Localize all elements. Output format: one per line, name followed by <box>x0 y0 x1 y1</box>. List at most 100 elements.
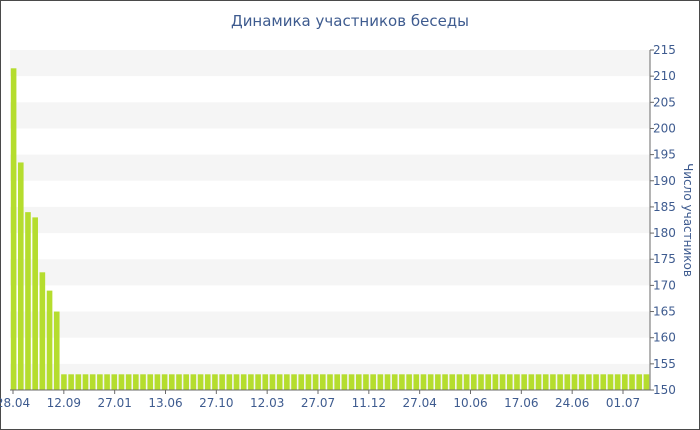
y-tick-label: 190 <box>653 174 676 188</box>
bar <box>118 374 125 390</box>
bar <box>269 374 276 390</box>
bar <box>528 374 535 390</box>
y-tick-label: 185 <box>653 200 676 214</box>
y-tick-label: 210 <box>653 69 676 83</box>
x-tick-label: 28.04 <box>0 396 30 410</box>
x-tick-label: 24.06 <box>555 396 589 410</box>
bar <box>406 374 412 390</box>
bar <box>593 374 599 390</box>
bar <box>363 374 369 390</box>
y-tick-label: 175 <box>653 252 676 266</box>
bar <box>68 374 74 390</box>
bar <box>125 374 132 390</box>
bar <box>622 374 628 390</box>
bar <box>133 374 139 390</box>
bar <box>571 374 578 390</box>
x-tick-label: 27.01 <box>97 396 131 410</box>
bar <box>327 374 333 390</box>
bar <box>168 374 175 390</box>
x-tick-label: 27.04 <box>402 396 436 410</box>
bar <box>629 374 635 390</box>
y-tick-label: 200 <box>653 121 676 135</box>
x-tick-label: 27.07 <box>301 396 335 410</box>
y-tick-label: 160 <box>653 331 676 345</box>
y-tick-label: 150 <box>653 383 676 397</box>
bar <box>219 374 225 390</box>
bar <box>154 374 161 390</box>
bar <box>75 374 82 390</box>
x-tick-label: 17.06 <box>504 396 538 410</box>
grid-band <box>10 154 650 181</box>
grid-bands <box>10 50 650 390</box>
bar <box>420 374 427 390</box>
bar <box>176 374 182 390</box>
bar <box>514 374 520 390</box>
axes <box>10 49 654 394</box>
bar <box>82 374 89 390</box>
bar <box>427 374 434 390</box>
bar <box>521 374 527 390</box>
bar <box>61 374 67 390</box>
bar <box>564 374 571 390</box>
grid-band <box>10 206 650 234</box>
bar <box>614 374 621 390</box>
y-tick-label: 165 <box>653 305 676 319</box>
bar-series <box>10 68 650 391</box>
bar <box>355 374 362 390</box>
bar <box>25 212 31 390</box>
y-tick-label: 215 <box>653 43 676 57</box>
bar <box>535 374 542 390</box>
bar <box>298 374 305 390</box>
bar <box>140 374 146 390</box>
bar <box>53 311 60 390</box>
bar <box>492 374 499 390</box>
bar <box>456 374 463 390</box>
bar <box>471 374 477 390</box>
grid-band <box>10 259 650 286</box>
y-tick-label: 155 <box>653 357 676 371</box>
grid-band <box>10 311 650 338</box>
bar <box>190 374 197 390</box>
bar <box>463 374 470 390</box>
x-tick-labels: 28.04 12.09 27.01 13.06 27.10 12.03 27.07 11.12… <box>0 396 640 410</box>
bar <box>10 68 17 391</box>
bar <box>600 374 607 390</box>
x-tick-label: 27.10 <box>199 396 233 410</box>
bar <box>32 217 38 390</box>
bar <box>255 374 261 390</box>
bar <box>305 374 312 390</box>
bar <box>197 374 204 390</box>
bar <box>104 374 110 390</box>
bar <box>399 374 405 390</box>
bar <box>262 374 269 390</box>
bar <box>478 374 484 390</box>
bar <box>276 374 283 390</box>
bar <box>348 374 355 390</box>
grid-band <box>10 50 650 77</box>
bar <box>212 374 218 390</box>
bar <box>284 374 290 390</box>
bar <box>413 374 420 390</box>
bar <box>607 374 614 390</box>
bar <box>643 374 650 390</box>
bar <box>183 374 189 390</box>
bar <box>499 374 506 390</box>
bar <box>39 272 46 390</box>
bar <box>111 374 118 390</box>
bar <box>506 374 513 390</box>
bar <box>550 374 556 390</box>
bar <box>341 374 348 390</box>
y-tick-label: 170 <box>653 278 676 292</box>
bar <box>291 374 297 390</box>
bar <box>636 374 643 390</box>
bar <box>204 374 211 390</box>
bar <box>17 162 24 390</box>
y-tick-labels: 150 155 160 165 170 175 180 185 190 195 200 205 210 2… <box>653 43 676 397</box>
bar <box>240 374 247 390</box>
bar <box>542 374 549 390</box>
bar <box>312 374 319 390</box>
bar <box>248 374 254 390</box>
bar <box>226 374 233 390</box>
chart-title: Динамика участников беседы <box>230 12 470 30</box>
